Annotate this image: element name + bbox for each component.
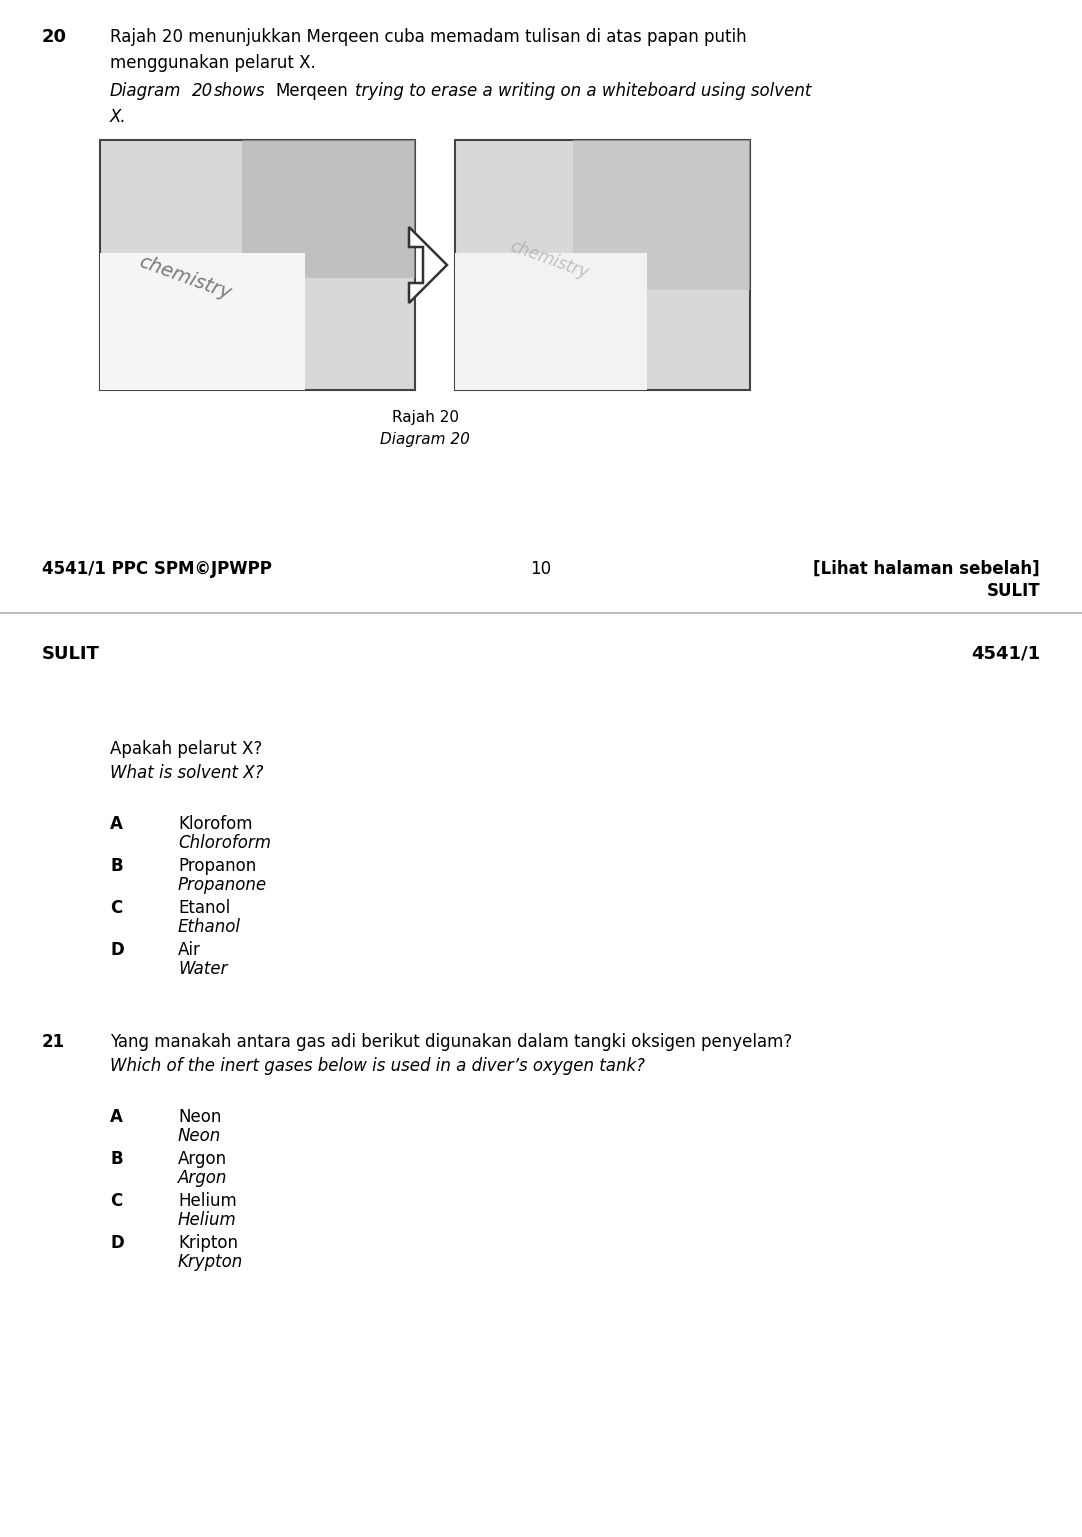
Text: Neon: Neon [179,1127,221,1145]
Text: Air: Air [179,941,201,959]
Text: Krypton: Krypton [179,1253,243,1271]
Bar [456,252,647,390]
Text: SULIT: SULIT [987,583,1040,599]
Text: A: A [110,1108,123,1127]
Text: 4541/1: 4541/1 [971,646,1040,662]
Text: SULIT: SULIT [42,646,100,662]
Text: chemistry: chemistry [136,252,234,303]
Text: Rajah 20: Rajah 20 [392,410,459,426]
Polygon shape [409,227,447,303]
Text: Diagram: Diagram [110,81,182,100]
Text: Apakah pelarut X?: Apakah pelarut X? [110,739,262,758]
Text: 20: 20 [192,81,213,100]
Text: Chloroform: Chloroform [179,835,270,851]
Text: B: B [110,858,122,875]
Text: Neon: Neon [179,1108,222,1127]
Text: 4541/1 PPC SPM©JPWPP: 4541/1 PPC SPM©JPWPP [42,559,272,578]
Text: C: C [110,1193,122,1210]
Text: Argon: Argon [179,1170,227,1187]
Text: shows: shows [214,81,265,100]
Bar [456,140,750,390]
Text: A: A [110,815,123,833]
Text: Propanon: Propanon [179,858,256,875]
Text: Klorofom: Klorofom [179,815,252,833]
Text: Propanone: Propanone [179,876,267,895]
Text: Helium: Helium [179,1193,237,1210]
Text: D: D [110,941,123,959]
Text: 21: 21 [42,1033,65,1051]
Text: Diagram 20: Diagram 20 [380,432,470,447]
Text: X.: X. [110,108,127,126]
Text: Kripton: Kripton [179,1234,238,1253]
Text: C: C [110,899,122,918]
Text: [Lihat halaman sebelah]: [Lihat halaman sebelah] [814,559,1040,578]
Text: What is solvent X?: What is solvent X? [110,764,264,782]
Bar [573,140,750,290]
Text: Water: Water [179,961,227,978]
Text: Merqeen: Merqeen [275,81,347,100]
Text: chemistry: chemistry [507,237,591,283]
Text: trying to erase a writing on a whiteboard using solvent: trying to erase a writing on a whiteboar… [355,81,812,100]
Text: 20: 20 [42,28,67,46]
Text: D: D [110,1234,123,1253]
Bar [100,140,415,390]
Text: Ethanol: Ethanol [179,918,241,936]
Text: menggunakan pelarut X.: menggunakan pelarut X. [110,54,316,72]
Text: Etanol: Etanol [179,899,230,918]
Bar [241,140,415,278]
Text: Helium: Helium [179,1211,237,1230]
Text: Argon: Argon [179,1150,227,1168]
Text: Rajah 20 menunjukkan Merqeen cuba memadam tulisan di atas papan putih: Rajah 20 menunjukkan Merqeen cuba memada… [110,28,747,46]
Text: Yang manakah antara gas adi berikut digunakan dalam tangki oksigen penyelam?: Yang manakah antara gas adi berikut digu… [110,1033,792,1051]
Bar [100,252,305,390]
Text: Which of the inert gases below is used in a diver’s oxygen tank?: Which of the inert gases below is used i… [110,1057,645,1074]
Text: B: B [110,1150,122,1168]
Text: 10: 10 [530,559,552,578]
